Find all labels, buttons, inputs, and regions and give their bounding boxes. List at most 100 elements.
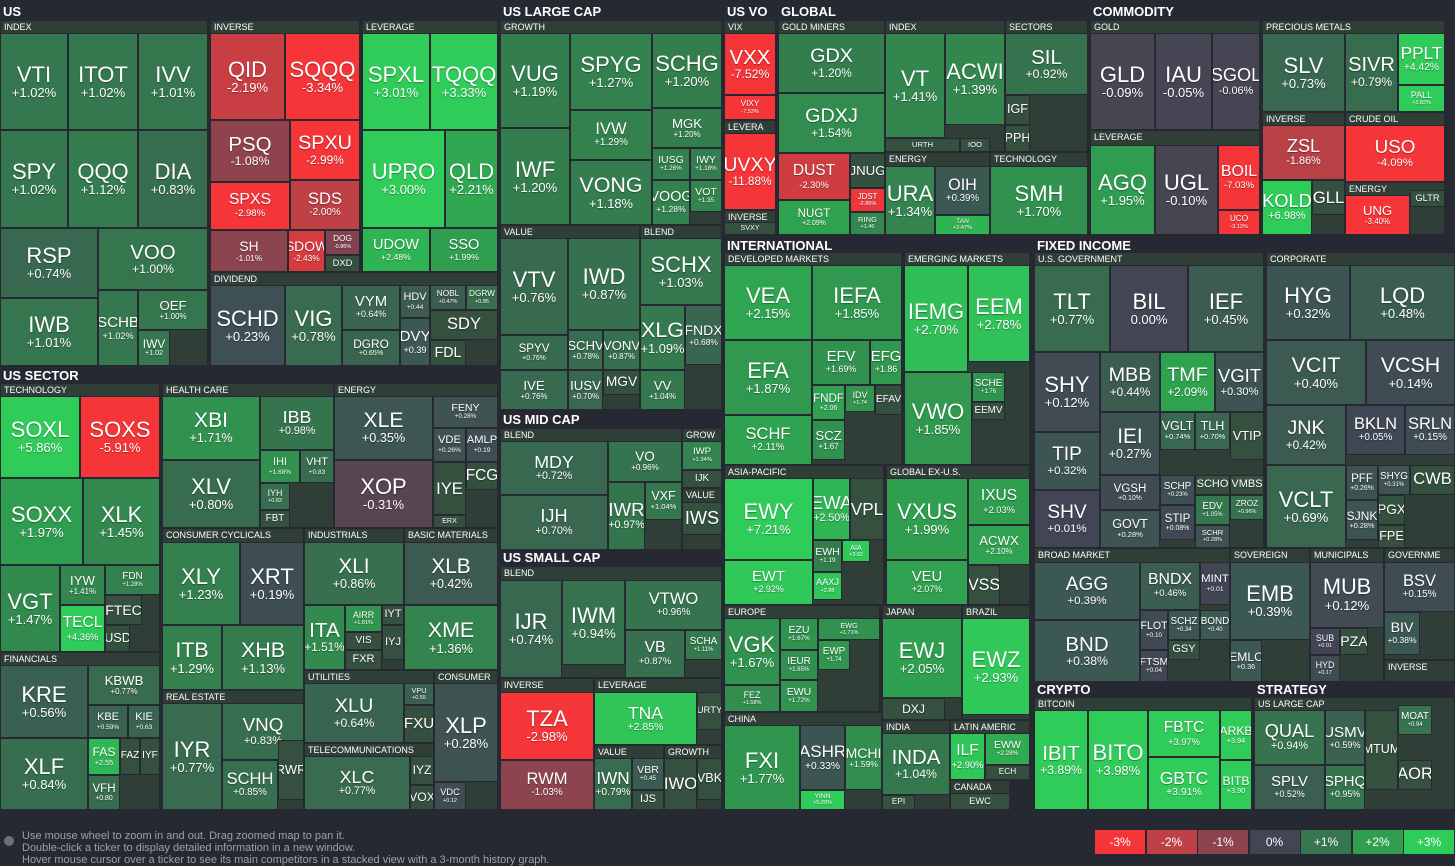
- etf-tile[interactable]: MDY +0.72%: [500, 441, 608, 495]
- etf-tile[interactable]: GSY: [1168, 640, 1200, 660]
- etf-tile[interactable]: XLI +0.86%: [304, 542, 404, 605]
- etf-tile[interactable]: IEI +0.27%: [1100, 412, 1160, 475]
- etf-tile[interactable]: SHY +0.12%: [1034, 352, 1100, 432]
- etf-tile[interactable]: FDL: [430, 340, 466, 366]
- etf-tile[interactable]: BKLN +0.05%: [1346, 405, 1405, 455]
- etf-tile[interactable]: FBTC +3.97%: [1148, 710, 1220, 757]
- etf-tile[interactable]: OEF +1.00%: [138, 290, 208, 330]
- etf-tile[interactable]: SHV +0.01%: [1034, 490, 1100, 548]
- etf-tile[interactable]: VIXY -7.53%: [724, 95, 776, 120]
- etf-tile[interactable]: TZA -2.98%: [500, 692, 594, 760]
- etf-tile[interactable]: VONV +0.87%: [603, 330, 640, 370]
- etf-tile[interactable]: STIP +0.08%: [1160, 505, 1195, 540]
- etf-tile[interactable]: AMLP +0.19: [466, 428, 498, 462]
- etf-tile[interactable]: VMBS: [1230, 475, 1264, 495]
- etf-tile[interactable]: SCHH +0.85%: [222, 760, 278, 810]
- etf-tile[interactable]: IBB +0.98%: [260, 396, 334, 450]
- etf-tile[interactable]: FAS +2.55: [88, 738, 120, 775]
- etf-tile[interactable]: IEUR +1.65%: [780, 650, 818, 680]
- etf-tile[interactable]: MGV: [603, 370, 640, 395]
- etf-tile[interactable]: VUG +1.19%: [500, 33, 570, 128]
- etf-tile[interactable]: QQQ +1.12%: [68, 130, 138, 228]
- etf-tile[interactable]: VEU +2.07%: [886, 560, 968, 605]
- etf-tile[interactable]: VSS: [968, 565, 1000, 605]
- etf-tile[interactable]: VOO +1.00%: [98, 228, 208, 290]
- etf-tile[interactable]: AGQ +1.95%: [1090, 145, 1155, 235]
- etf-tile[interactable]: BSV +0.15%: [1384, 562, 1455, 612]
- etf-tile[interactable]: VGIT +0.30%: [1215, 352, 1264, 412]
- etf-tile[interactable]: EMLC +0.36: [1230, 640, 1262, 682]
- etf-tile[interactable]: AAXJ +2.88: [813, 572, 842, 600]
- etf-tile[interactable]: ITA +1.51%: [304, 605, 345, 670]
- etf-tile[interactable]: VGSH +0.10%: [1100, 475, 1160, 510]
- etf-tile[interactable]: XHB +1.13%: [222, 625, 304, 690]
- etf-tile[interactable]: MUB +0.12%: [1310, 562, 1384, 628]
- etf-tile[interactable]: UPRO +3.00%: [362, 130, 445, 228]
- etf-tile[interactable]: SCHR +0.28%: [1195, 525, 1230, 548]
- etf-tile[interactable]: EWH +1.19: [813, 540, 842, 572]
- etf-tile[interactable]: XLY +1.23%: [162, 542, 240, 625]
- etf-tile[interactable]: VFH +0.80: [88, 775, 120, 810]
- etf-tile[interactable]: ERX: [433, 515, 466, 528]
- etf-tile[interactable]: VWO +1.85%: [904, 372, 972, 465]
- etf-tile[interactable]: USMV +0.59%: [1325, 710, 1365, 765]
- etf-tile[interactable]: ILF +2.90%: [950, 733, 985, 780]
- etf-tile[interactable]: FTEC: [105, 595, 142, 625]
- etf-tile[interactable]: IYZ: [410, 756, 434, 785]
- etf-tile[interactable]: TAN +2.47%: [935, 215, 990, 235]
- etf-tile[interactable]: SHYG +0.31%: [1378, 465, 1410, 495]
- etf-tile[interactable]: DXJ: [882, 698, 945, 720]
- etf-tile[interactable]: VPU +0.55: [404, 683, 434, 705]
- etf-tile[interactable]: SLV +0.73%: [1262, 33, 1345, 112]
- etf-tile[interactable]: SPYV +0.76%: [500, 335, 568, 370]
- etf-tile[interactable]: VHT +0.83: [300, 450, 334, 483]
- etf-tile[interactable]: FBT: [260, 510, 290, 528]
- etf-tile[interactable]: AIA +3.82: [842, 540, 870, 562]
- etf-tile[interactable]: RWR: [278, 740, 304, 800]
- etf-tile[interactable]: TLT +0.77%: [1034, 265, 1110, 352]
- etf-tile[interactable]: IWP +1.34%: [682, 441, 722, 470]
- etf-tile[interactable]: IWD +0.87%: [568, 238, 640, 330]
- etf-tile[interactable]: SDY: [430, 310, 498, 340]
- etf-tile[interactable]: SPHQ +0.95%: [1325, 765, 1365, 810]
- etf-tile[interactable]: VOOG+1.28%: [652, 180, 690, 225]
- etf-tile[interactable]: SOXX +1.97%: [0, 478, 83, 565]
- etf-tile[interactable]: ACWI +1.39%: [945, 33, 1005, 125]
- etf-tile[interactable]: GLL: [1312, 180, 1345, 215]
- etf-tile[interactable]: KIE +0.63: [128, 705, 160, 738]
- etf-tile[interactable]: INDA +1.04%: [882, 733, 950, 795]
- etf-tile[interactable]: SIL +0.92%: [1005, 33, 1088, 95]
- etf-tile[interactable]: VXX -7.52%: [724, 33, 776, 95]
- etf-tile[interactable]: GBTC +3.91%: [1148, 757, 1220, 810]
- etf-tile[interactable]: URTY: [697, 692, 722, 730]
- etf-tile[interactable]: IYE: [433, 462, 466, 515]
- etf-tile[interactable]: IJH +0.70%: [500, 495, 608, 550]
- etf-tile[interactable]: ZSL -1.86%: [1262, 125, 1345, 180]
- etf-tile[interactable]: UVXY -11.88%: [724, 133, 776, 210]
- etf-tile[interactable]: PSQ -1.08%: [210, 120, 290, 182]
- etf-tile[interactable]: UGL -0.10%: [1155, 145, 1218, 235]
- etf-tile[interactable]: ITOT +1.02%: [68, 33, 138, 130]
- etf-tile[interactable]: ECH: [985, 765, 1030, 780]
- etf-tile[interactable]: HYG +0.32%: [1266, 265, 1350, 340]
- etf-tile[interactable]: IXUS +2.03%: [968, 478, 1030, 525]
- etf-tile[interactable]: DIA +0.83%: [138, 130, 208, 228]
- etf-tile[interactable]: XLK +1.45%: [83, 478, 160, 565]
- etf-tile[interactable]: SSO +1.99%: [430, 228, 498, 272]
- etf-tile[interactable]: EMB +0.39%: [1230, 562, 1310, 640]
- etf-tile[interactable]: EFAV: [875, 385, 902, 415]
- etf-tile[interactable]: VNQ +0.83%: [222, 703, 304, 760]
- etf-tile[interactable]: SCHB +1.02%: [98, 290, 138, 366]
- etf-tile[interactable]: SOXL +5.86%: [0, 396, 80, 478]
- etf-tile[interactable]: SCHD +0.23%: [210, 285, 285, 366]
- etf-tile[interactable]: PGX: [1378, 495, 1405, 525]
- etf-tile[interactable]: EDV +1.05%: [1195, 495, 1230, 525]
- etf-tile[interactable]: ZROZ +0.96%: [1230, 495, 1264, 520]
- etf-tile[interactable]: SH -1.01%: [210, 230, 288, 272]
- etf-tile[interactable]: FAZ: [120, 738, 140, 775]
- etf-tile[interactable]: VYM +0.64%: [342, 285, 400, 330]
- etf-tile[interactable]: SRLN +0.15%: [1405, 405, 1455, 455]
- etf-tile[interactable]: VOX: [410, 785, 434, 810]
- etf-tile[interactable]: XBI +1.71%: [162, 396, 260, 460]
- etf-tile[interactable]: VCLT +0.69%: [1266, 465, 1346, 548]
